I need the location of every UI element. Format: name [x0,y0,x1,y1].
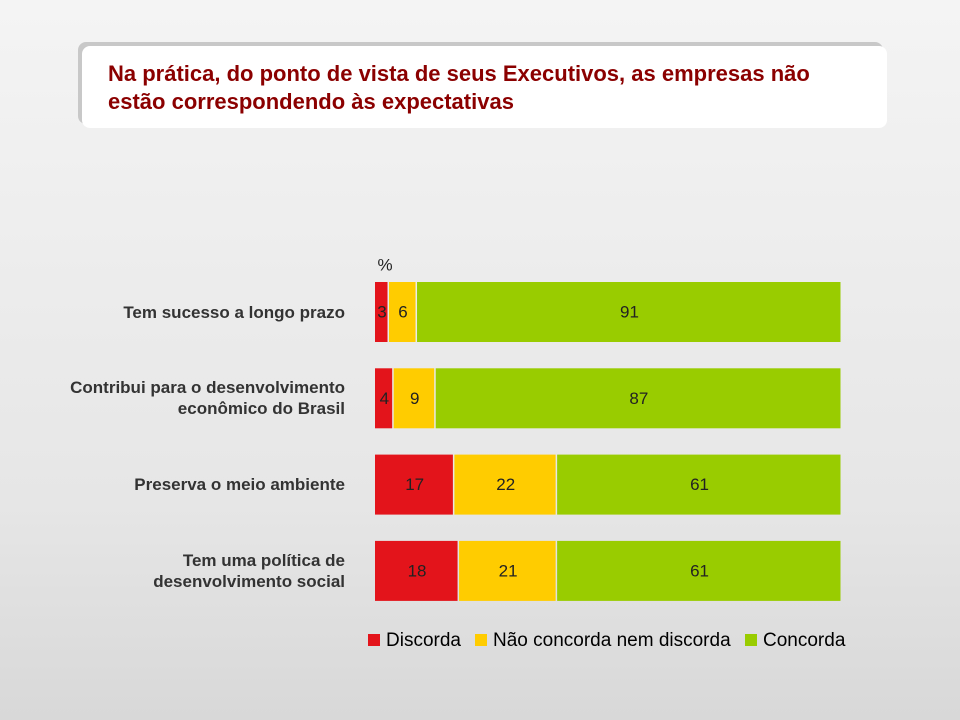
value-label: 91 [620,302,639,321]
category-label: Tem uma política de desenvolvimento soci… [153,550,345,591]
legend-label: Concorda [763,630,846,651]
bar-segment [454,454,556,515]
legend-item: Não concorda nem discorda [475,630,731,652]
value-label: 4 [380,389,389,408]
value-label: 61 [690,561,709,580]
bar-segment [557,540,841,601]
chart-title: Na prática, do ponto de vista de seus Ex… [108,61,810,114]
legend-swatch [475,634,487,646]
value-label: 87 [629,389,648,408]
legend-label: Discorda [386,630,461,651]
bar-segment [375,454,453,515]
bar-segment [417,282,841,342]
bar-segment [375,540,458,601]
value-label: 6 [398,302,407,321]
title-box: Na prática, do ponto de vista de seus Ex… [82,46,887,128]
value-label: 18 [408,561,427,580]
legend-swatch [368,634,380,646]
value-label: 9 [410,389,419,408]
value-label: 61 [690,475,709,494]
bar-segment [459,540,556,601]
legend-item: Concorda [745,630,845,652]
category-label: Preserva o meio ambiente [134,475,345,495]
legend-swatch [745,634,757,646]
bar-segment [375,282,388,342]
value-label: 22 [496,475,515,494]
value-label: 17 [405,475,424,494]
value-label: 21 [499,561,518,580]
legend-label: Não concorda nem discorda [493,630,731,651]
value-label: 3 [377,302,386,321]
bar-segment [389,282,416,342]
unit-label: % [377,255,392,274]
bar-segment [393,368,435,429]
bar-segment [557,454,841,515]
category-label: Tem sucesso a longo prazo [123,302,345,322]
bar-segment [435,368,841,429]
legend-item: Discorda [368,630,461,652]
bar-segment [375,368,393,429]
category-label: Contribui para o desenvolvimento econômi… [70,378,345,419]
